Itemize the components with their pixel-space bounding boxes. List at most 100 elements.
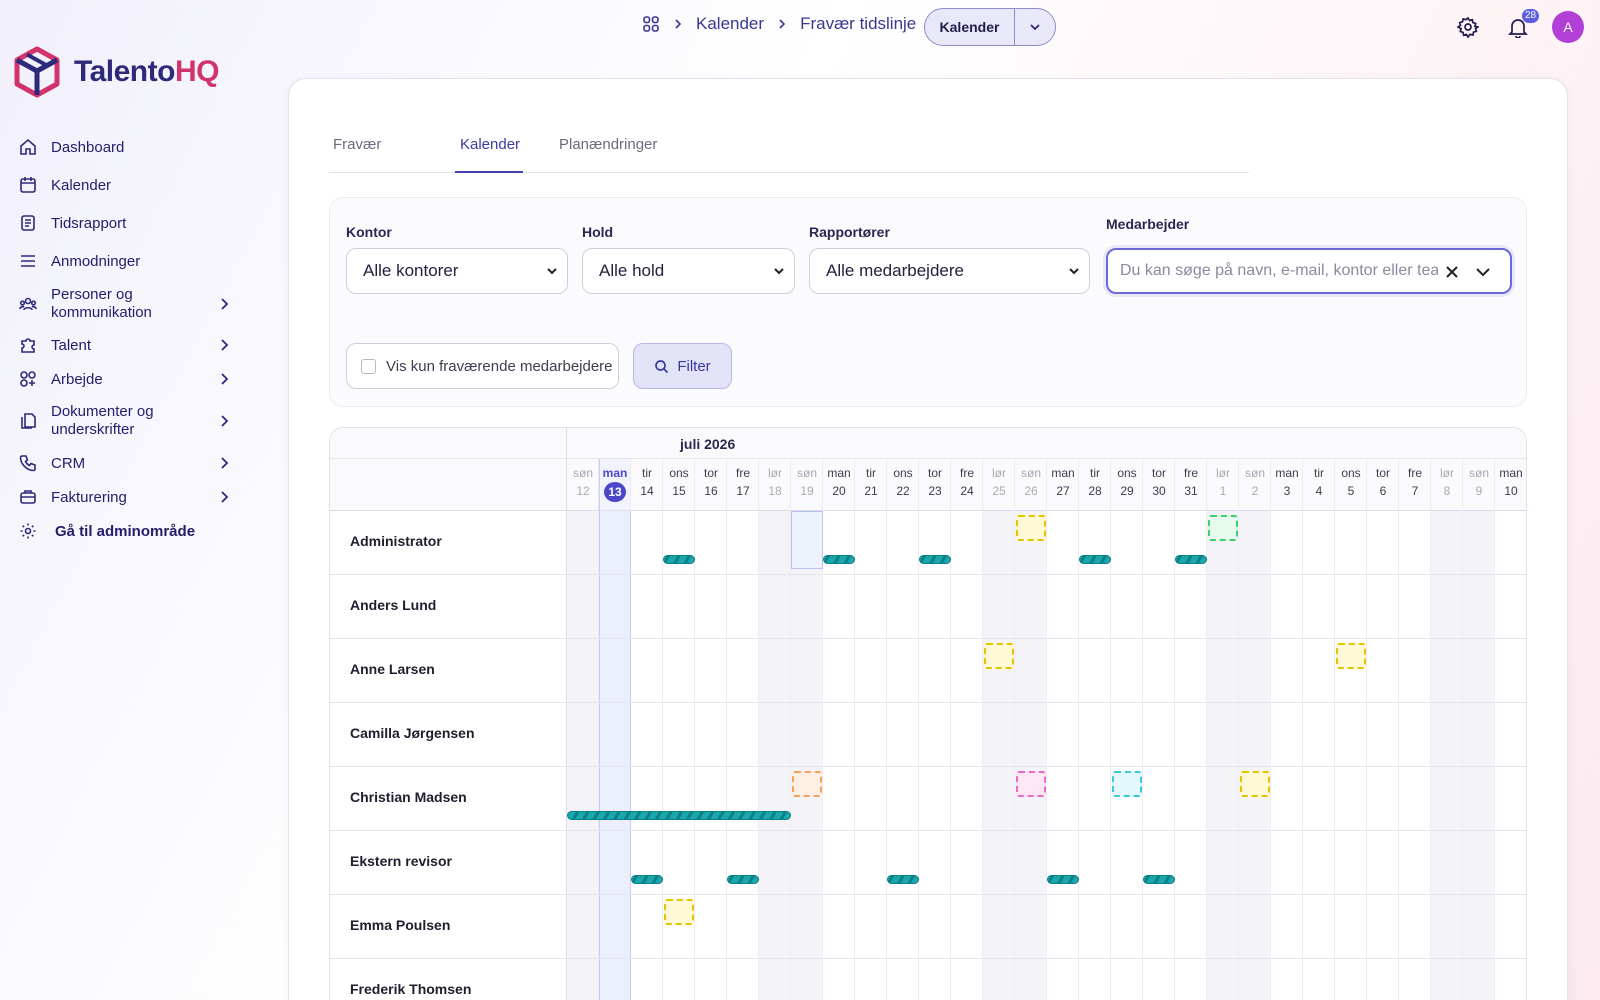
day-number: 17	[736, 484, 750, 498]
chevron-right-icon	[221, 415, 229, 427]
sidebar-item-label: Anmodninger	[51, 252, 141, 270]
absence-request-marker[interactable]	[1240, 771, 1270, 797]
employee-label: Medarbejder	[1106, 216, 1190, 232]
table-row[interactable]	[330, 895, 1526, 959]
breadcrumb-item[interactable]: Kalender	[696, 14, 765, 33]
sidebar-item-arbejde[interactable]: Arbejde	[14, 362, 246, 396]
sidebar-item-tidsrapport[interactable]: Tidsrapport	[14, 204, 246, 242]
absence-bar[interactable]	[887, 875, 919, 884]
office-select[interactable]: Alle kontorer	[346, 248, 568, 294]
absence-bar[interactable]	[663, 555, 695, 564]
table-row[interactable]	[330, 511, 1526, 575]
chevron-down-icon	[1030, 24, 1040, 31]
day-name: ons	[669, 466, 689, 480]
selected-cell[interactable]	[791, 511, 823, 569]
day-name: tir	[642, 466, 652, 480]
grid-icon[interactable]	[642, 15, 660, 33]
day-name: fre	[735, 466, 750, 480]
absence-request-marker[interactable]	[1016, 515, 1046, 541]
day-header-divider	[1526, 459, 1527, 511]
view-switch-dropdown[interactable]	[1015, 9, 1055, 45]
absence-request-marker[interactable]	[984, 643, 1014, 669]
view-switch-button[interactable]: Kalender	[925, 9, 1015, 45]
day-name: lør	[992, 466, 1006, 480]
day-header: tir 21	[855, 464, 887, 500]
absence-request-marker[interactable]	[1112, 771, 1142, 797]
day-column	[1015, 511, 1047, 1000]
day-number: 30	[1152, 484, 1166, 498]
day-name: søn	[572, 466, 593, 480]
day-header-divider	[1430, 459, 1431, 511]
tab-kalender[interactable]: Kalender	[460, 136, 521, 153]
day-header: fre 24	[951, 464, 983, 500]
table-row[interactable]	[330, 703, 1526, 767]
day-column	[1431, 511, 1463, 1000]
sidebar-item-crm[interactable]: CRM	[14, 446, 246, 480]
day-header: lør 18	[759, 464, 791, 500]
avatar[interactable]: A	[1552, 11, 1584, 43]
absence-bar[interactable]	[1143, 875, 1175, 884]
absence-bar[interactable]	[567, 811, 791, 820]
absence-request-marker[interactable]	[664, 899, 694, 925]
breadcrumb-item[interactable]: Fravær tidslinje	[800, 14, 917, 33]
sidebar-item-kalender[interactable]: Kalender	[14, 166, 246, 204]
sidebar-item-anmodninger[interactable]: Anmodninger	[14, 242, 246, 280]
day-header-divider	[790, 459, 791, 511]
only-absent-toggle[interactable]: Vis kun fraværende medarbejdere	[346, 343, 619, 389]
day-header-divider	[1398, 459, 1399, 511]
table-row[interactable]	[330, 639, 1526, 703]
absence-bar[interactable]	[823, 555, 855, 564]
day-column	[1079, 511, 1111, 1000]
sidebar-item-label: Tidsrapport	[51, 214, 127, 232]
day-header-row	[330, 459, 1526, 511]
absence-bar[interactable]	[727, 875, 759, 884]
chevron-down-icon	[547, 268, 557, 275]
table-row[interactable]	[330, 767, 1526, 831]
sidebar-item-dashboard[interactable]: Dashboard	[14, 128, 246, 166]
settings-button[interactable]	[1455, 14, 1481, 40]
table-row[interactable]	[330, 959, 1526, 1000]
only-absent-checkbox[interactable]	[361, 358, 376, 374]
billing-icon	[18, 487, 38, 507]
sidebar-item-admin[interactable]: Gå til adminområde	[14, 514, 246, 548]
day-header: søn 2	[1239, 464, 1271, 500]
absence-request-marker[interactable]	[1208, 515, 1238, 541]
sidebar-item-talent[interactable]: Talent	[14, 328, 246, 362]
notifications-button[interactable]	[1505, 14, 1531, 40]
sidebar-item-personer[interactable]: Personer og kommunikation	[14, 280, 246, 328]
chevron-down-icon[interactable]	[1474, 264, 1492, 280]
sidebar-item-label: Arbejde	[51, 370, 103, 388]
tab-planaendringer[interactable]: Planændringer	[559, 136, 658, 153]
sidebar-item-dokumenter[interactable]: Dokumenter og underskrifter	[14, 396, 246, 446]
table-row[interactable]	[330, 831, 1526, 895]
absence-bar[interactable]	[919, 555, 951, 564]
absence-bar[interactable]	[631, 875, 663, 884]
absence-bar[interactable]	[1079, 555, 1111, 564]
day-column	[759, 511, 791, 1000]
tab-fravaer[interactable]: Fravær	[333, 136, 382, 153]
sidebar-item-fakturering[interactable]: Fakturering	[14, 480, 246, 514]
day-header: man 10	[1495, 464, 1526, 500]
employee-search-input[interactable]: Du kan søge på navn, e-mail, kontor elle…	[1106, 248, 1512, 294]
filter-button[interactable]: Filter	[633, 343, 732, 389]
day-header: man 3	[1271, 464, 1303, 500]
day-name: søn	[1244, 466, 1265, 480]
reporters-select[interactable]: Alle medarbejdere	[809, 248, 1090, 294]
day-column	[1111, 511, 1143, 1000]
team-select[interactable]: Alle hold	[582, 248, 795, 294]
absence-bar[interactable]	[1175, 555, 1207, 564]
day-name: tir	[866, 466, 876, 480]
absence-request-marker[interactable]	[1016, 771, 1046, 797]
day-column	[1271, 511, 1303, 1000]
office-select-value: Alle kontorer	[363, 261, 459, 280]
day-header: søn 9	[1463, 464, 1495, 500]
absence-request-marker[interactable]	[792, 771, 822, 797]
today-column-border	[599, 459, 631, 1000]
absence-request-marker[interactable]	[1336, 643, 1366, 669]
team-select-value: Alle hold	[599, 261, 665, 280]
sidebar-item-label: Kalender	[51, 176, 112, 194]
absence-bar[interactable]	[1047, 875, 1079, 884]
app-logo[interactable]: TalentoHQ	[14, 46, 219, 98]
clear-icon[interactable]	[1444, 264, 1460, 280]
table-row[interactable]	[330, 575, 1526, 639]
